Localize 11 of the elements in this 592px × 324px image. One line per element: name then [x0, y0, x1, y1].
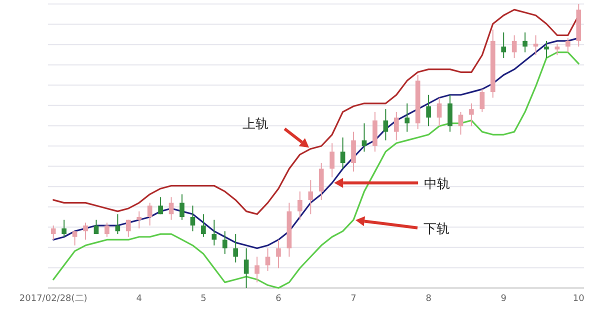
x-tick-label: 4	[136, 294, 142, 304]
x-tick-label: 5	[200, 294, 206, 304]
x-tick-label: 8	[426, 294, 432, 304]
x-tick-label: 2017/02/28(二)	[19, 294, 88, 304]
annotation: 上轨	[242, 116, 269, 132]
x-tick-label: 10	[572, 294, 585, 304]
x-tick-label: 7	[350, 294, 356, 304]
annotation: 中轨	[424, 176, 450, 192]
x-tick-label: 9	[500, 294, 507, 304]
x-tick-label: 6	[276, 294, 282, 304]
annotation: 下轨	[424, 222, 450, 237]
